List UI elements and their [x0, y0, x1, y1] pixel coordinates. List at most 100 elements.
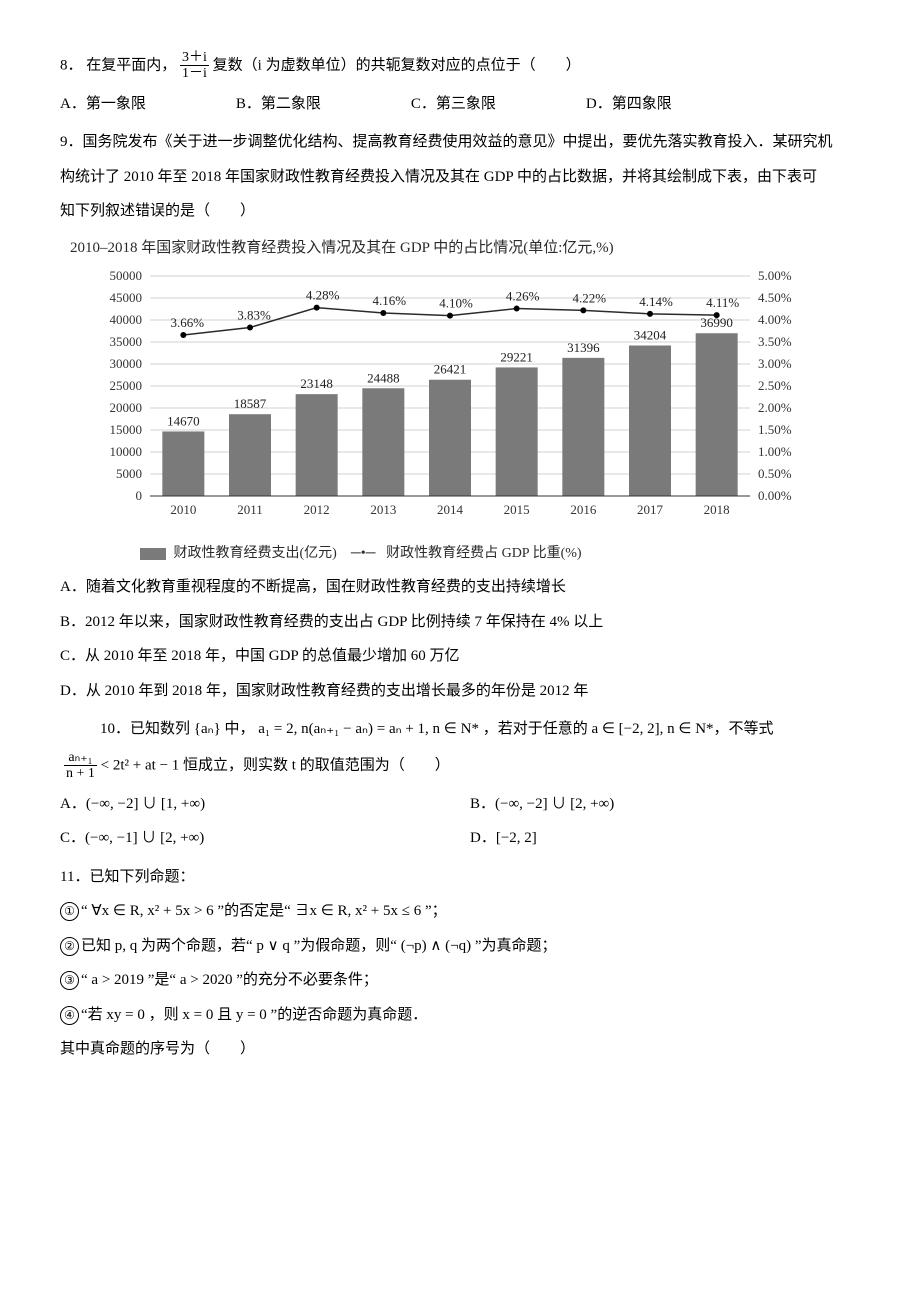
svg-text:29221: 29221 — [500, 350, 532, 365]
q11-prop3: ③“ a > 2019 ”是“ a > 2020 ”的充分不必要条件； — [60, 966, 880, 995]
svg-text:2.00%: 2.00% — [758, 400, 792, 415]
svg-text:2015: 2015 — [504, 502, 530, 517]
q8-option-a: A．第一象限 — [60, 90, 146, 119]
svg-text:2.50%: 2.50% — [758, 378, 792, 393]
q11-prop1: ①“ ∀x ∈ R, x² + 5x > 6 ”的否定是“ ∃x ∈ R, x²… — [60, 897, 880, 926]
q8-option-b: B．第二象限 — [236, 90, 321, 119]
svg-text:2017: 2017 — [637, 502, 664, 517]
q8-option-d: D．第四象限 — [586, 90, 672, 119]
circled-3-icon: ③ — [60, 971, 79, 990]
svg-text:4.50%: 4.50% — [758, 290, 792, 305]
svg-text:24488: 24488 — [367, 371, 400, 386]
svg-text:25000: 25000 — [110, 378, 143, 393]
svg-text:4.11%: 4.11% — [706, 295, 739, 310]
legend-line-marker: ─•─ — [351, 546, 376, 561]
svg-text:2012: 2012 — [304, 502, 330, 517]
q10-fraction: aₙ₊₁ n + 1 — [64, 750, 97, 782]
fraction-numerator: 3＋i — [180, 50, 209, 66]
svg-text:45000: 45000 — [110, 290, 143, 305]
legend-line-label: 财政性教育经费占 GDP 比重(%) — [386, 546, 581, 561]
q10-line1: 10．已知数列 {aₙ} 中， a₁ = 2, n(aₙ₊₁ − aₙ) = a… — [60, 715, 880, 744]
q9-option-d: D．从 2010 年到 2018 年，国家财政性教育经费的支出增长最多的年份是 … — [60, 677, 880, 706]
q9-option-b: B．2012 年以来，国家财政性教育经费的支出占 GDP 比例持续 7 年保持在… — [60, 608, 880, 637]
svg-text:5.00%: 5.00% — [758, 268, 792, 283]
svg-text:2014: 2014 — [437, 502, 464, 517]
svg-text:15000: 15000 — [110, 422, 143, 437]
q9-option-a: A．随着文化教育重视程度的不断提高，国在财政性教育经费的支出持续增长 — [60, 573, 880, 602]
svg-text:3.00%: 3.00% — [758, 356, 792, 371]
q10-line2-rest: < 2t² + at − 1 恒成立，则实数 t 的取值范围为（ ） — [101, 757, 450, 773]
q8-number: 8． — [60, 57, 83, 73]
question-11: 11．已知下列命题： ①“ ∀x ∈ R, x² + 5x > 6 ”的否定是“… — [60, 863, 880, 1064]
svg-text:5000: 5000 — [116, 466, 142, 481]
fraction-numerator: aₙ₊₁ — [64, 750, 97, 766]
svg-text:0.00%: 0.00% — [758, 488, 792, 503]
circled-1-icon: ① — [60, 902, 79, 921]
svg-text:0.50%: 0.50% — [758, 466, 792, 481]
legend-bar-label: 财政性教育经费支出(亿元) — [174, 546, 337, 561]
svg-text:2018: 2018 — [704, 502, 730, 517]
chart-title: 2010–2018 年国家财政性教育经费投入情况及其在 GDP 中的占比情况(单… — [70, 234, 880, 263]
q9-line2: 构统计了 2010 年至 2018 年国家财政性教育经费投入情况及其在 GDP … — [60, 163, 880, 192]
legend-bar-swatch — [140, 548, 166, 560]
q10-option-c: C．(−∞, −1] ∪ [2, +∞) — [60, 824, 470, 853]
circled-2-icon: ② — [60, 937, 79, 956]
svg-text:10000: 10000 — [110, 444, 143, 459]
question-9: 9．国务院发布《关于进一步调整优化结构、提高教育经费使用效益的意见》中提出，要优… — [60, 128, 880, 226]
svg-text:4.26%: 4.26% — [506, 289, 540, 304]
q8-text-pre: 在复平面内， — [86, 57, 176, 73]
svg-text:20000: 20000 — [110, 400, 143, 415]
circled-4-icon: ④ — [60, 1006, 79, 1025]
q10-option-b: B．(−∞, −2] ∪ [2, +∞) — [470, 790, 880, 819]
q8-option-c: C．第三象限 — [411, 90, 496, 119]
q8-fraction: 3＋i 1－i — [180, 50, 209, 82]
q11-stem: 11．已知下列命题： — [60, 863, 880, 892]
q11-prop2: ②已知 p, q 为两个命题，若“ p ∨ q ”为假命题，则“ (¬p) ∧ … — [60, 932, 880, 961]
svg-text:4.22%: 4.22% — [573, 291, 607, 306]
svg-text:18587: 18587 — [234, 396, 267, 411]
svg-text:3.50%: 3.50% — [758, 334, 792, 349]
q11-p3-text: “ a > 2019 ”是“ a > 2020 ”的充分不必要条件； — [81, 972, 378, 988]
svg-text:4.00%: 4.00% — [758, 312, 792, 327]
question-10: 10．已知数列 {aₙ} 中， a₁ = 2, n(aₙ₊₁ − aₙ) = a… — [60, 715, 880, 781]
svg-text:1.50%: 1.50% — [758, 422, 792, 437]
svg-text:26421: 26421 — [434, 362, 467, 377]
svg-text:3.66%: 3.66% — [171, 315, 205, 330]
question-8: 8． 在复平面内， 3＋i 1－i 复数（i 为虚数单位）的共轭复数对应的点位于… — [60, 50, 880, 82]
svg-text:4.14%: 4.14% — [639, 294, 673, 309]
svg-text:31396: 31396 — [567, 340, 600, 355]
fraction-denominator: n + 1 — [64, 766, 97, 781]
svg-text:40000: 40000 — [110, 312, 143, 327]
svg-text:3.83%: 3.83% — [237, 308, 271, 323]
q11-p2-text: 已知 p, q 为两个命题，若“ p ∨ q ”为假命题，则“ (¬p) ∧ (… — [81, 938, 557, 954]
chart-container: 2010–2018 年国家财政性教育经费投入情况及其在 GDP 中的占比情况(单… — [60, 234, 880, 568]
q10-line2: aₙ₊₁ n + 1 < 2t² + at − 1 恒成立，则实数 t 的取值范… — [60, 750, 880, 782]
q10-option-d: D．[−2, 2] — [470, 824, 880, 853]
svg-text:34204: 34204 — [634, 328, 667, 343]
q11-p1-text: “ ∀x ∈ R, x² + 5x > 6 ”的否定是“ ∃x ∈ R, x² … — [81, 903, 447, 919]
svg-text:14670: 14670 — [167, 414, 200, 429]
svg-text:50000: 50000 — [110, 268, 143, 283]
bar-line-chart: 0 5000 10000 15000 20000 25000 30000 35000 40000… — [80, 266, 830, 526]
svg-text:35000: 35000 — [110, 334, 143, 349]
q10-option-a: A．(−∞, −2] ∪ [1, +∞) — [60, 790, 470, 819]
svg-text:2013: 2013 — [370, 502, 396, 517]
q11-p4-text: “若 xy = 0 ，则 x = 0 且 y = 0 ”的逆否命题为真命题． — [81, 1007, 427, 1023]
svg-text:4.16%: 4.16% — [373, 293, 407, 308]
q10-options: A．(−∞, −2] ∪ [1, +∞) B．(−∞, −2] ∪ [2, +∞… — [60, 790, 880, 853]
q11-tail: 其中真命题的序号为（ ） — [60, 1035, 880, 1064]
fraction-denominator: 1－i — [180, 66, 209, 81]
svg-text:2011: 2011 — [237, 502, 263, 517]
q8-options: A．第一象限 B．第二象限 C．第三象限 D．第四象限 — [60, 90, 880, 119]
q11-prop4: ④“若 xy = 0 ，则 x = 0 且 y = 0 ”的逆否命题为真命题． — [60, 1001, 880, 1030]
q9-line3: 知下列叙述错误的是（ ） — [60, 197, 880, 226]
q8-text-post: 复数（i 为虚数单位）的共轭复数对应的点位于（ ） — [213, 57, 581, 73]
svg-text:1.00%: 1.00% — [758, 444, 792, 459]
svg-text:23148: 23148 — [300, 376, 333, 391]
svg-text:2010: 2010 — [170, 502, 196, 517]
q9-option-c: C．从 2010 年至 2018 年，中国 GDP 的总值最少增加 60 万亿 — [60, 642, 880, 671]
svg-text:0: 0 — [136, 488, 143, 503]
svg-text:30000: 30000 — [110, 356, 143, 371]
svg-text:2016: 2016 — [570, 502, 597, 517]
q9-line1: 9．国务院发布《关于进一步调整优化结构、提高教育经费使用效益的意见》中提出，要优… — [60, 128, 880, 157]
